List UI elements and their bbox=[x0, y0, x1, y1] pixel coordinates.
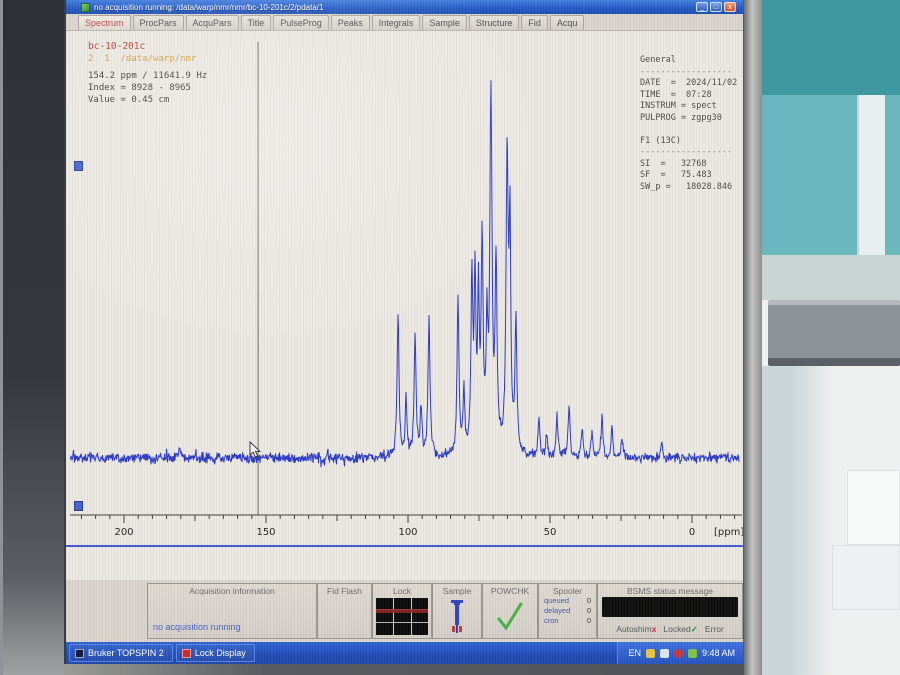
param-instrum: INSTRUM = spect bbox=[640, 101, 717, 111]
parameters-panel: General ------------------ DATE = 2024/1… bbox=[640, 55, 743, 193]
room-background bbox=[762, 0, 900, 675]
bsms-error-label: Error bbox=[704, 624, 724, 634]
os-taskbar: Bruker TOPSPIN 2 Lock Display EN 9:48 AM bbox=[66, 642, 743, 664]
nmr-spectrum-plot[interactable]: 200 150 100 50 0 [ppm] bbox=[66, 31, 743, 580]
tab-structure[interactable]: Structure bbox=[468, 15, 520, 30]
tab-sample[interactable]: Sample bbox=[422, 15, 467, 30]
side-toolbar-icon[interactable] bbox=[74, 161, 83, 171]
close-button[interactable]: x bbox=[724, 2, 736, 12]
tab-acqu[interactable]: Acqu bbox=[549, 15, 585, 30]
tab-pulseprog[interactable]: PulseProg bbox=[273, 15, 329, 30]
svg-text:[ppm]: [ppm] bbox=[714, 527, 743, 538]
taskbar-lock-display-button[interactable]: Lock Display bbox=[175, 644, 255, 662]
wall-shelf-edge bbox=[762, 255, 900, 300]
minimize-button[interactable]: _ bbox=[696, 2, 708, 12]
tray-volume-icon[interactable] bbox=[659, 648, 669, 658]
spooler-delayed-row: delayed 0 bbox=[544, 606, 591, 615]
cursor-index-readout: Index = 8928 - 8965 bbox=[88, 83, 191, 93]
svg-text:50: 50 bbox=[544, 527, 557, 538]
locked-check-icon: ✓ bbox=[690, 624, 698, 634]
bsms-status-panel[interactable]: BSMS status message Autoshimx Locked✓ Er… bbox=[597, 583, 743, 639]
tab-peaks[interactable]: Peaks bbox=[330, 15, 370, 30]
powchk-panel[interactable]: POWCHK bbox=[482, 583, 538, 639]
paper-stack bbox=[832, 545, 900, 610]
topspin-app-icon bbox=[81, 2, 90, 12]
acquisition-info-panel: Acquisition information no acquisition r… bbox=[147, 583, 317, 639]
fid-flash-panel[interactable]: Fid Flash bbox=[317, 583, 372, 639]
monitor-screen: no acquisition running: /data/warp/nmr/n… bbox=[64, 0, 744, 664]
lock-display-taskbar-icon bbox=[181, 648, 191, 658]
bsms-indicator-row: Autoshimx Locked✓ Error bbox=[616, 624, 724, 634]
param-date: DATE = 2024/11/02 bbox=[640, 78, 738, 88]
teal-wall bbox=[762, 0, 900, 95]
window-titlebar: no acquisition running: /data/warp/nmr/n… bbox=[66, 0, 743, 14]
tab-title[interactable]: Title bbox=[240, 15, 272, 30]
param-swp: SW_p = 18028.846 bbox=[640, 181, 733, 192]
param-sf: SF = 75.483 bbox=[640, 170, 712, 180]
acquisition-status-text: no acquisition running bbox=[153, 622, 241, 632]
lock-display-panel[interactable]: Lock bbox=[372, 583, 432, 639]
spooler-panel[interactable]: Spooler queued 0 delayed 0 cron 0 bbox=[538, 583, 597, 639]
status-bar: Acquisition information no acquisition r… bbox=[66, 580, 743, 642]
window-title: no acquisition running: /data/warp/nmr/n… bbox=[94, 2, 324, 12]
tab-integrals[interactable]: Integrals bbox=[371, 15, 421, 30]
wall-pipe bbox=[857, 95, 885, 255]
side-toolbar-icon[interactable] bbox=[74, 501, 83, 511]
monitor-left-bezel bbox=[0, 0, 64, 675]
tray-language-indicator[interactable]: EN bbox=[628, 648, 641, 658]
mouse-cursor-icon bbox=[249, 441, 262, 458]
maximize-button[interactable]: □ bbox=[710, 2, 722, 12]
laptop-on-desk bbox=[768, 300, 900, 366]
system-tray: EN 9:48 AM bbox=[617, 642, 743, 664]
taskbar-clock: 9:48 AM bbox=[701, 648, 735, 658]
tab-fid[interactable]: Fid bbox=[521, 15, 548, 30]
spectrum-workspace[interactable]: 200 150 100 50 0 [ppm] bc-10-201c 2 1 /data/w… bbox=[66, 31, 743, 580]
cursor-value-readout: Value = 0.45 cm bbox=[88, 95, 170, 105]
svg-text:100: 100 bbox=[398, 527, 417, 538]
bsms-message-display bbox=[602, 597, 738, 617]
param-time: TIME = 07:28 bbox=[640, 89, 712, 100]
paper-stack bbox=[847, 470, 900, 545]
tab-spectrum[interactable]: Spectrum bbox=[78, 15, 131, 30]
topspin-taskbar-icon bbox=[75, 648, 84, 658]
svg-text:200: 200 bbox=[114, 527, 133, 538]
autoshim-x-icon: x bbox=[651, 624, 657, 634]
window-divider bbox=[66, 545, 743, 547]
tab-bar: Spectrum ProcPars AcquPars Title PulsePr… bbox=[66, 14, 743, 31]
tray-shield-icon[interactable] bbox=[645, 648, 655, 658]
dataset-path: 2 1 /data/warp/nmr bbox=[88, 54, 197, 64]
monitor-right-bezel bbox=[744, 0, 762, 675]
spooler-cron-row: cron 0 bbox=[544, 616, 591, 625]
tray-alert-icon[interactable] bbox=[673, 648, 683, 658]
params-section-general: General bbox=[640, 55, 676, 65]
taskbar-topspin-button[interactable]: Bruker TOPSPIN 2 bbox=[69, 644, 173, 662]
svg-text:150: 150 bbox=[256, 527, 275, 538]
spooler-queued-row: queued 0 bbox=[544, 596, 591, 605]
sample-spinner-icon bbox=[451, 600, 463, 633]
powchk-check-icon bbox=[497, 602, 523, 631]
tab-acqupars[interactable]: AcquPars bbox=[185, 15, 239, 30]
tab-procpars[interactable]: ProcPars bbox=[132, 15, 184, 30]
params-section-f1: F1 (13C) bbox=[640, 135, 681, 146]
svg-text:0: 0 bbox=[689, 527, 695, 538]
dataset-name: bc-10-201c bbox=[88, 41, 146, 52]
monitor-bottom-bezel bbox=[64, 664, 744, 675]
sample-panel[interactable]: Sample bbox=[432, 583, 482, 639]
dataset-info-overlay: bc-10-201c 2 1 /data/warp/nmr 154.2 ppm … bbox=[88, 41, 207, 106]
param-pulprog: PULPROG = zgpg30 bbox=[640, 112, 722, 123]
acquisition-info-header: Acquisition information bbox=[189, 586, 275, 596]
param-si: SI = 32768 bbox=[640, 158, 707, 169]
cursor-ppm-readout: 154.2 ppm / 11641.9 Hz bbox=[88, 71, 208, 81]
lock-level-display bbox=[376, 598, 428, 635]
tray-network-icon[interactable] bbox=[687, 648, 697, 658]
